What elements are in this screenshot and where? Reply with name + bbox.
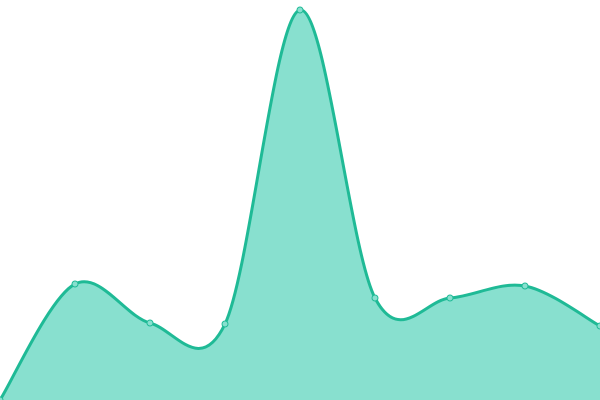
point [71, 280, 79, 288]
point [521, 282, 529, 290]
point [371, 294, 379, 302]
point [146, 319, 154, 327]
point [446, 294, 454, 302]
point [296, 6, 304, 14]
point [596, 322, 600, 330]
point [221, 320, 229, 328]
point [0, 396, 4, 400]
area-fill [0, 9, 600, 400]
area-line [0, 8, 600, 400]
